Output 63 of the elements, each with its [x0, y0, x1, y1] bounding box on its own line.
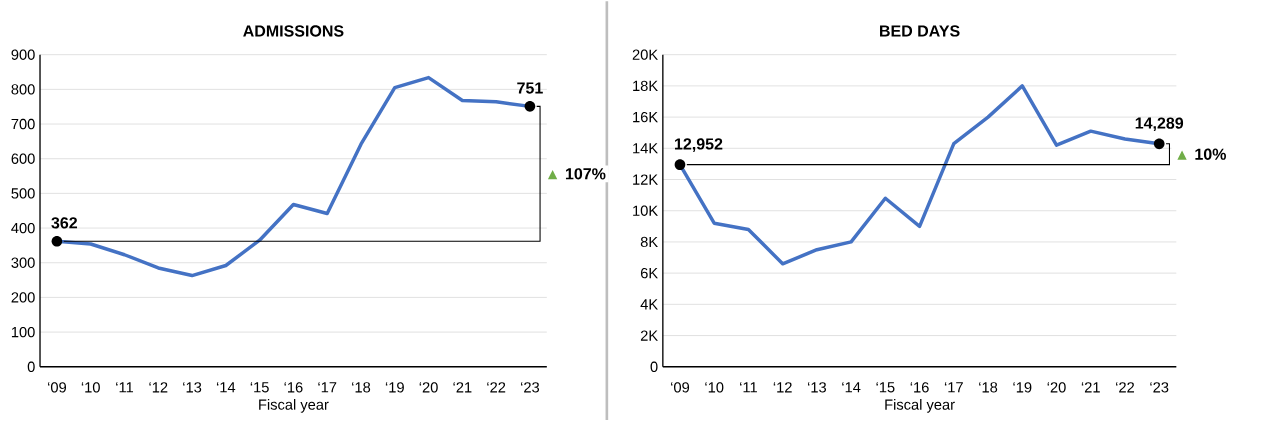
y-tick-label: 8K: [640, 236, 658, 247]
y-tick-label: 2K: [640, 330, 658, 341]
data-label: 751: [517, 82, 543, 94]
data-label: 14,289: [1135, 117, 1184, 131]
x-tick-label: ‘19: [385, 381, 404, 393]
y-tick-label: 800: [11, 83, 35, 95]
y-tick-label: 900: [11, 49, 35, 60]
y-tick-label: 300: [11, 257, 35, 268]
x-tick-label: ‘19: [1013, 381, 1032, 393]
x-tick-label: ‘14: [216, 381, 236, 393]
y-tick-label: 10K: [633, 205, 658, 216]
y-tick-label: 0: [27, 361, 35, 372]
x-tick-label: ‘15: [876, 381, 895, 393]
x-tick-label: ‘21: [453, 381, 472, 393]
x-tick-label: ‘10: [81, 381, 100, 393]
y-tick-label: 700: [11, 118, 35, 130]
x-tick-label: ‘13: [183, 381, 202, 393]
y-tick-label: 6K: [640, 267, 658, 279]
x-tick-label: ‘12: [773, 381, 792, 393]
y-tick-label: 16K: [633, 111, 658, 123]
y-tick-label: 400: [11, 222, 35, 234]
x-tick-label: ‘16: [284, 381, 303, 393]
data-label: 12,952: [675, 138, 723, 152]
x-tick-label: ‘14: [842, 381, 861, 393]
x-tick-label: ‘18: [352, 381, 371, 393]
chart-title: BED DAYS: [880, 25, 960, 37]
x-tick-label: ‘09: [48, 381, 67, 393]
x-tick-label: ‘12: [149, 381, 168, 393]
x-tick-label: ‘11: [740, 381, 757, 393]
y-tick-label: 500: [11, 187, 35, 199]
x-tick-label: ‘23: [1150, 381, 1169, 393]
y-tick-label: 100: [11, 326, 35, 338]
x-tick-label: ‘15: [250, 381, 269, 393]
chart-title: ADMISSIONS: [243, 25, 344, 37]
x-axis-title: Fiscal year: [259, 398, 329, 413]
y-tick-label: 600: [11, 153, 35, 164]
x-tick-label: ‘09: [671, 381, 690, 393]
y-tick-label: 4K: [640, 299, 658, 310]
y-tick-label: 14K: [633, 143, 658, 154]
x-tick-label: ‘16: [910, 381, 929, 393]
text: 10%: [1195, 148, 1226, 160]
x-tick-label: ‘13: [808, 381, 827, 393]
x-tick-label: ‘23: [521, 381, 540, 393]
y-tick-label: 20K: [632, 49, 658, 60]
x-tick-label: ‘11: [116, 381, 134, 393]
x-tick-label: ‘20: [419, 381, 438, 393]
text: ▲: [547, 169, 558, 180]
text: 107%: [565, 167, 606, 180]
x-tick-label: ‘22: [487, 381, 506, 393]
y-tick-label: 18K: [633, 80, 658, 91]
data-label: 362: [51, 216, 78, 229]
x-tick-label: ‘18: [979, 381, 998, 393]
y-tick-label: 0: [650, 361, 658, 372]
y-tick-label: 200: [11, 292, 35, 303]
x-tick-label: ‘10: [705, 381, 724, 393]
x-tick-label: ‘17: [944, 381, 963, 393]
x-tick-label: ‘20: [1047, 381, 1066, 393]
y-tick-label: 12K: [633, 174, 658, 185]
x-tick-label: ‘22: [1116, 381, 1135, 393]
x-tick-label: ‘17: [318, 381, 337, 393]
x-tick-label: ‘21: [1081, 381, 1100, 393]
x-axis-title: Fiscal year: [885, 398, 955, 413]
text: ▲: [1177, 150, 1187, 160]
